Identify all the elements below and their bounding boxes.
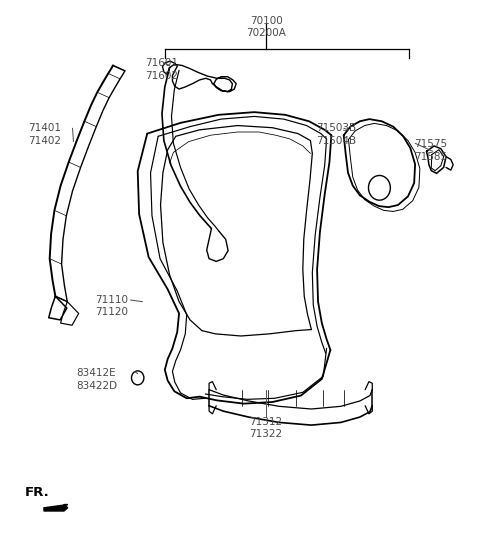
Text: 71601
71602: 71601 71602 <box>145 58 178 81</box>
Text: 70100
70200A: 70100 70200A <box>246 16 286 38</box>
Text: 83412E
83422D: 83412E 83422D <box>76 368 117 391</box>
Text: 71401
71402: 71401 71402 <box>28 123 61 146</box>
Text: 71575
71585: 71575 71585 <box>414 139 447 162</box>
Text: FR.: FR. <box>25 486 49 499</box>
Polygon shape <box>44 505 68 511</box>
Text: 71110
71120: 71110 71120 <box>95 295 128 318</box>
Text: 71312
71322: 71312 71322 <box>250 417 283 439</box>
Text: 71503B
71504B: 71503B 71504B <box>316 123 356 146</box>
